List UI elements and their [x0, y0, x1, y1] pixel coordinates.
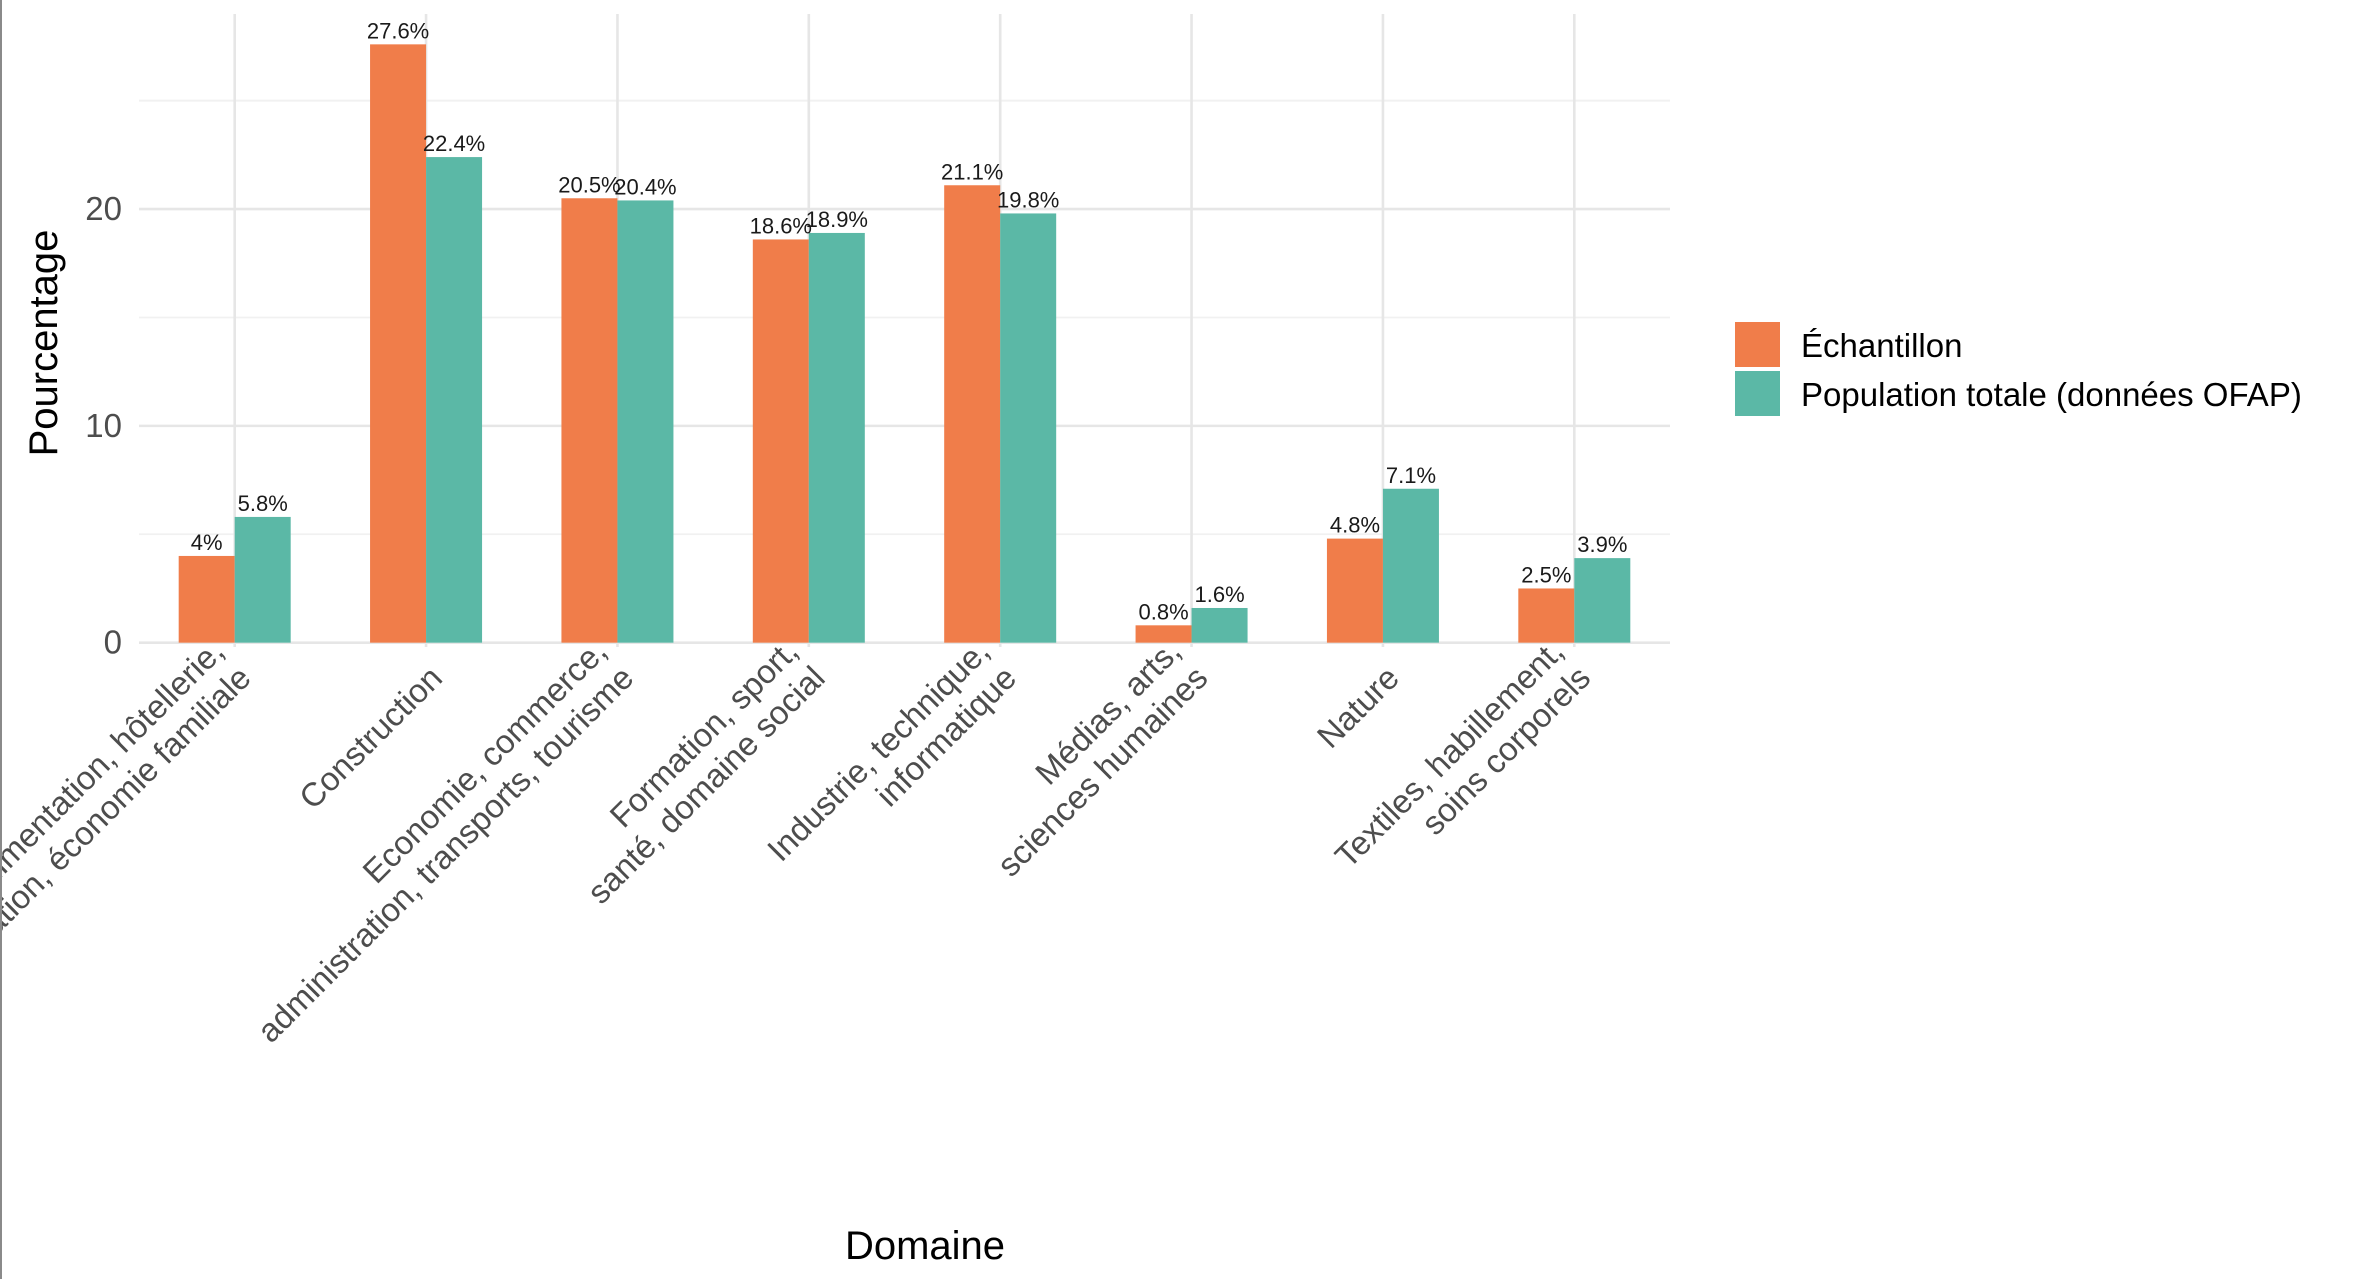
grid-lines	[139, 14, 1670, 647]
y-tick-label: 20	[85, 190, 122, 227]
bar-value-label: 22.4%	[423, 131, 485, 156]
bar-value-label: 18.6%	[750, 213, 812, 238]
y-axis-title: Pourcentage	[22, 230, 66, 457]
bar-population-totale	[234, 516, 291, 643]
bar-echantillon	[1518, 588, 1575, 643]
x-axis-title: Domaine	[845, 1224, 1005, 1268]
bar-value-label: 4.8%	[1330, 513, 1380, 538]
x-category-label: Alimentation, hôtellerie,restauration, é…	[2, 632, 258, 1014]
legend-label-population-totale: Population totale (données OFAP)	[1801, 376, 2302, 413]
bar-value-label: 18.9%	[806, 207, 868, 232]
bar-echantillon	[944, 185, 1001, 643]
bar-value-labels: 4% 27.6% 20.5% 18.6% 21.1% 0.8% 4.8% 2.5% 5.8% 22…	[191, 18, 1628, 624]
bar-value-label: 5.8%	[238, 491, 288, 516]
legend-label-echantillon: Échantillon	[1801, 327, 1962, 364]
bar-value-label: 1.6%	[1194, 582, 1244, 607]
bar-value-label: 19.8%	[997, 187, 1059, 212]
y-axis-ticks: 0 10 20	[85, 190, 122, 661]
bar-echantillon	[370, 44, 427, 643]
bar-value-label: 3.9%	[1577, 532, 1627, 557]
legend: Échantillon Population totale (données O…	[1735, 322, 2302, 416]
x-axis-category-labels: Alimentation, hôtellerie,restauration, é…	[2, 632, 1597, 1049]
bar-population-totale	[426, 157, 483, 643]
bar-echantillon	[561, 198, 618, 643]
bar-population-totale	[617, 200, 674, 643]
bar-population-totale	[1000, 213, 1057, 643]
x-category-label: Nature	[1310, 659, 1406, 755]
bar-value-label: 20.5%	[558, 172, 620, 197]
bar-population-totale	[1191, 607, 1248, 643]
x-category-label-text: Alimentation, hôtellerie,restauration, é…	[2, 632, 258, 1014]
y-tick-label: 10	[85, 407, 122, 444]
bar-echantillon	[1326, 538, 1383, 643]
bar-value-label: 7.1%	[1386, 463, 1436, 488]
y-tick-label: 0	[104, 624, 122, 661]
bar-value-label: 27.6%	[367, 18, 429, 43]
bar-value-label: 21.1%	[941, 159, 1003, 184]
bar-population-totale	[1574, 558, 1631, 643]
bar-population-totale	[1382, 488, 1439, 643]
legend-key-population-totale	[1735, 371, 1780, 416]
x-category-label-text: Nature	[1310, 659, 1406, 755]
bar-value-label: 4%	[191, 530, 223, 555]
legend-key-echantillon	[1735, 322, 1780, 367]
x-category-label-text: Construction	[292, 659, 449, 816]
bars	[178, 44, 1631, 643]
bar-value-label: 20.4%	[614, 174, 676, 199]
x-category-label: Construction	[292, 659, 449, 816]
bar-echantillon	[752, 239, 809, 643]
bar-population-totale	[808, 232, 865, 643]
bar-value-label: 0.8%	[1138, 599, 1188, 624]
bar-value-label: 2.5%	[1521, 562, 1571, 587]
bar-echantillon	[178, 555, 235, 643]
bar-echantillon	[1135, 625, 1192, 643]
